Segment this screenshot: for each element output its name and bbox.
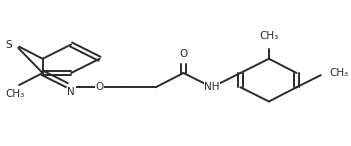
Text: N: N bbox=[67, 87, 75, 97]
Text: CH₃: CH₃ bbox=[5, 89, 25, 99]
Text: S: S bbox=[5, 40, 12, 49]
Text: CH₃: CH₃ bbox=[259, 31, 279, 41]
Text: O: O bbox=[95, 82, 104, 92]
Text: CH₃: CH₃ bbox=[329, 68, 348, 78]
Text: O: O bbox=[179, 49, 187, 59]
Text: NH: NH bbox=[204, 82, 220, 92]
